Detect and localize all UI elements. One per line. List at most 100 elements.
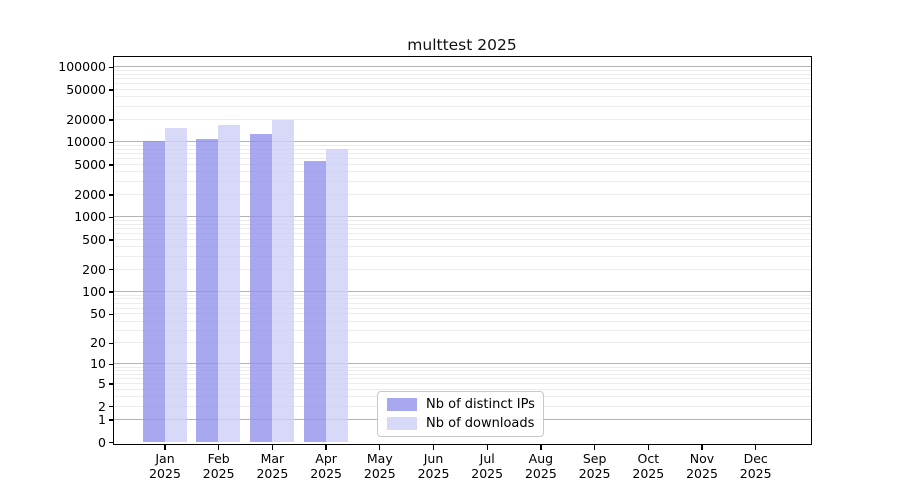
- y-tick-mark: [108, 216, 114, 219]
- gridline: [113, 118, 811, 120]
- y-tick-mark: [108, 419, 114, 421]
- gridline: [113, 302, 811, 304]
- y-tick-label: 200: [82, 261, 106, 277]
- gridline: [113, 219, 811, 221]
- gridline: [113, 148, 811, 150]
- y-tick-mark: [108, 313, 114, 316]
- gridline: [113, 233, 811, 235]
- gridline: [113, 246, 811, 248]
- y-tick-mark: [108, 342, 114, 345]
- y-tick-mark: [108, 164, 114, 166]
- y-tick-mark: [108, 363, 114, 366]
- y-tick-mark: [108, 66, 114, 69]
- x-tick-mark: [218, 444, 220, 450]
- bar-nb-of-distinct-ips-mar: [249, 133, 272, 443]
- y-tick-mark: [108, 441, 114, 444]
- x-tick-mark: [755, 444, 757, 450]
- gridline: [113, 307, 811, 309]
- gridline: [113, 73, 811, 75]
- gridline: [113, 320, 811, 322]
- y-tick-mark: [108, 119, 114, 121]
- y-tick-mark: [108, 406, 114, 408]
- y-tick-label: 2: [98, 398, 106, 414]
- gridline: [113, 255, 811, 257]
- x-tick-label-aug: Aug 2025: [524, 451, 557, 481]
- legend: Nb of distinct IPs Nb of downloads: [377, 391, 544, 437]
- x-tick-label-jul: Jul 2025: [471, 451, 504, 481]
- gridline: [113, 141, 811, 143]
- x-tick-label-oct: Oct 2025: [632, 451, 665, 481]
- bar-nb-of-downloads-jan: [164, 127, 187, 443]
- y-tick-label: 10000: [66, 134, 106, 150]
- y-tick-label: 100000: [58, 59, 106, 75]
- gridline: [113, 164, 811, 166]
- gridline: [113, 291, 811, 293]
- gridline: [113, 268, 811, 270]
- gridline: [113, 342, 811, 344]
- x-tick-mark: [379, 444, 381, 450]
- y-tick-label: 2000: [74, 186, 106, 202]
- bars-layer: [114, 57, 811, 444]
- x-tick-mark: [701, 444, 703, 450]
- gridline: [113, 171, 811, 173]
- gridline: [113, 153, 811, 155]
- x-tick-mark: [271, 444, 274, 450]
- bar-nb-of-distinct-ips-jan: [142, 140, 165, 443]
- gridline: [113, 239, 811, 240]
- x-tick-label-jan: Jan 2025: [149, 451, 181, 481]
- x-tick-label-feb: Feb 2025: [202, 451, 235, 481]
- chart-title: multtest 2025: [407, 36, 517, 54]
- x-tick-label-dec: Dec 2025: [739, 451, 772, 481]
- y-tick-mark: [108, 194, 114, 196]
- gridline: [113, 294, 811, 296]
- x-tick-label-sep: Sep 2025: [578, 451, 611, 481]
- y-tick-mark: [108, 383, 114, 385]
- bar-nb-of-distinct-ips-feb: [196, 138, 219, 443]
- gridline: [113, 363, 811, 365]
- gridline: [113, 144, 811, 146]
- legend-swatch-distinct-ips: [387, 398, 417, 412]
- gridline: [113, 313, 811, 315]
- bar-nb-of-downloads-mar: [271, 119, 294, 443]
- gridline: [113, 329, 811, 331]
- x-tick-mark: [486, 444, 488, 450]
- y-tick-label: 0: [98, 434, 106, 450]
- x-tick-label-may: May 2025: [363, 451, 396, 481]
- x-tick-label-mar: Mar 2025: [256, 451, 289, 481]
- y-tick-label: 5000: [74, 157, 106, 173]
- gridline: [113, 369, 811, 371]
- x-tick-mark: [647, 444, 649, 450]
- bar-nb-of-downloads-feb: [218, 125, 241, 443]
- y-tick-label: 5: [98, 376, 106, 392]
- y-tick-label: 20: [90, 335, 106, 351]
- y-tick-mark: [108, 269, 114, 271]
- x-tick-mark: [325, 444, 327, 450]
- bar-nb-of-distinct-ips-apr: [303, 160, 326, 443]
- gridline: [113, 69, 811, 71]
- y-tick-label: 50: [90, 306, 106, 322]
- y-tick-mark: [108, 141, 114, 144]
- gridline: [113, 366, 811, 368]
- legend-swatch-downloads: [387, 416, 417, 430]
- y-tick-label: 500: [82, 232, 106, 247]
- gridline: [113, 383, 811, 385]
- x-tick-mark: [432, 444, 435, 450]
- y-tick-label: 50000: [66, 82, 106, 98]
- gridline: [113, 66, 811, 68]
- gridline: [113, 105, 811, 107]
- y-tick-label: 1: [98, 411, 106, 427]
- y-tick-label: 20000: [66, 111, 106, 127]
- gridline: [113, 158, 811, 160]
- x-tick-label-jun: Jun 2025: [417, 451, 450, 481]
- legend-label-downloads: Nb of downloads: [426, 415, 535, 431]
- legend-item-distinct-ips: Nb of distinct IPs: [387, 397, 539, 412]
- x-tick-mark: [593, 444, 596, 450]
- legend-label-distinct-ips: Nb of distinct IPs: [426, 397, 535, 413]
- gridline: [113, 89, 811, 91]
- gridline: [113, 193, 811, 195]
- x-tick-label-nov: Nov 2025: [686, 451, 718, 481]
- gridline: [113, 373, 811, 375]
- gridline: [113, 228, 811, 230]
- gridline: [113, 223, 811, 225]
- y-tick-label: 10: [90, 356, 106, 372]
